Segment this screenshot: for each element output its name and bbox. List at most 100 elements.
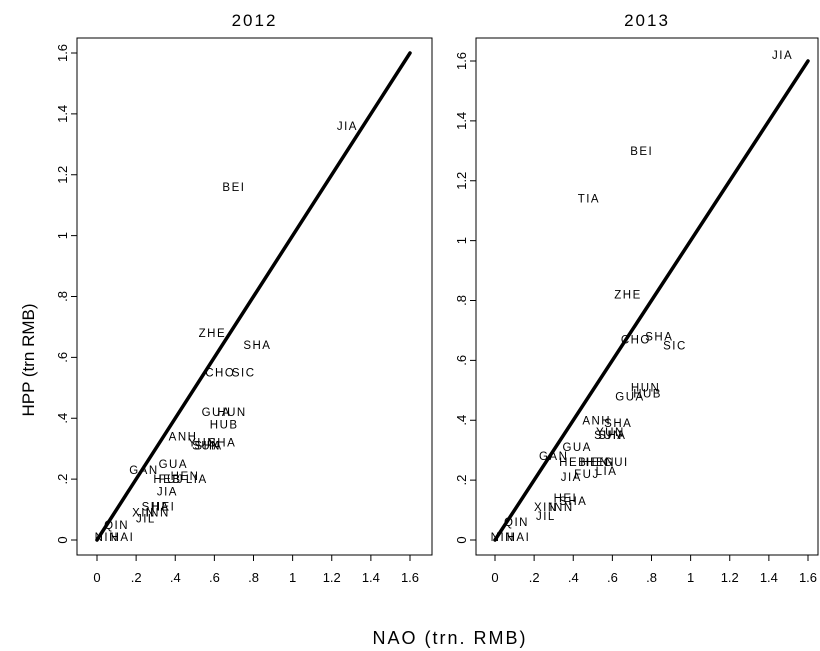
point-label: GAN: [129, 465, 158, 477]
point-label: HAI: [111, 532, 135, 544]
x-tick-label: .2: [529, 570, 540, 585]
y-tick-label: .8: [454, 295, 469, 306]
x-tick-label: 1.2: [721, 570, 739, 585]
point-label: SUN: [192, 441, 221, 453]
y-axis-label: HPP (trn RMB): [19, 303, 38, 416]
point-label: GUA: [202, 407, 231, 419]
point-label: QIN: [504, 517, 529, 529]
point-label: HEN: [586, 457, 615, 469]
y-tick-label: 1.4: [55, 105, 70, 123]
x-tick-label: .2: [131, 570, 142, 585]
y-tick-label: 1.2: [454, 172, 469, 190]
point-label: HEN: [580, 457, 609, 469]
point-label: HEB: [559, 457, 587, 469]
point-label: SHA: [194, 441, 222, 453]
y-tick-label: 1.4: [454, 112, 469, 130]
x-tick-label: 0: [491, 570, 498, 585]
chart-title: 2012: [232, 11, 278, 30]
point-label: NIN: [491, 532, 515, 544]
point-label: HEB: [153, 474, 181, 486]
point-label: GUA: [562, 442, 591, 454]
x-tick-label: .4: [568, 570, 579, 585]
point-label: CHO: [621, 334, 651, 346]
chart-title: 2013: [624, 11, 670, 30]
panel-2012: 2012 0 .2 .4 .6 .8 1 1.2 1.4 1.6 0 .2 .4 .6 .8 1 1.2 1.4 1…: [55, 11, 433, 585]
y-tick-label: 0: [55, 536, 70, 543]
point-label: SIC: [232, 368, 256, 380]
point-label: SHA: [645, 331, 673, 343]
point-label: JIA: [561, 472, 582, 484]
y-tick-label: .8: [55, 291, 70, 302]
point-label: CHO: [205, 368, 235, 380]
point-label: SHA: [559, 496, 587, 508]
y-tick-label: 1.2: [55, 166, 70, 184]
point-label: XIN: [534, 502, 558, 514]
x-tick-label: 1.4: [760, 570, 778, 585]
y-tick-label: .6: [55, 352, 70, 363]
x-tick-label: .8: [646, 570, 657, 585]
x-tick-label: 1.6: [799, 570, 817, 585]
point-label: YUN: [596, 427, 625, 439]
y-tick-label: 1: [454, 237, 469, 244]
y-tick-label: 1: [55, 232, 70, 239]
point-label: HUN: [631, 382, 660, 394]
x-tick-label: 1: [289, 570, 296, 585]
point-label: GUI: [604, 457, 629, 469]
point-label: FUJ: [159, 474, 185, 486]
point-label: HUB: [210, 419, 239, 431]
point-label: GUA: [615, 391, 644, 403]
point-label: ZHE: [614, 290, 642, 302]
x-tick-label: 0: [93, 570, 100, 585]
y-tick-label: 1.6: [55, 44, 70, 62]
point-label: QIN: [104, 520, 129, 532]
point-label: SUN: [594, 430, 623, 442]
reference-line: [95, 51, 412, 542]
point-label: NIN: [95, 532, 119, 544]
point-label: YUN: [188, 438, 217, 450]
point-label: HEI: [152, 502, 176, 514]
point-label: ANH: [169, 432, 198, 444]
point-label: LIA: [596, 466, 618, 478]
x-tick-label: 1.6: [401, 570, 419, 585]
point-label: HAI: [507, 532, 531, 544]
y-tick-label: .4: [55, 413, 70, 424]
point-label: LIA: [186, 474, 208, 486]
y-tick-label: 1.6: [454, 52, 469, 70]
x-tick-label: .6: [607, 570, 618, 585]
point-label: JIL: [136, 514, 156, 526]
point-label: JIL: [536, 511, 556, 523]
point-label: JIA: [157, 486, 178, 498]
point-label: ANH: [582, 415, 611, 427]
point-label: HEN: [171, 471, 200, 483]
point-label: SHA: [604, 418, 632, 430]
point-label: SHA: [243, 340, 271, 352]
point-label: BEI: [630, 146, 653, 158]
point-label: SHA: [142, 502, 170, 514]
y-tick-label: .2: [454, 475, 469, 486]
point-label: HEI: [554, 493, 578, 505]
point-label: SHA: [208, 438, 236, 450]
y-tick-label: .4: [454, 415, 469, 426]
point-label: ZHE: [199, 328, 227, 340]
point-label: JIA: [772, 50, 793, 62]
y-tick-label: 0: [454, 536, 469, 543]
x-tick-label: 1.4: [362, 570, 380, 585]
point-label: GUA: [159, 459, 188, 471]
reference-line: [493, 59, 810, 542]
point-label: INN: [549, 502, 573, 514]
point-label: HUN: [217, 407, 246, 419]
point-label: GAN: [539, 451, 568, 463]
x-tick-label: .4: [170, 570, 181, 585]
x-tick-label: .6: [209, 570, 220, 585]
point-label: FUJ: [574, 469, 600, 481]
point-label: SIC: [663, 340, 687, 352]
x-axis-label: NAO (trn. RMB): [372, 628, 527, 648]
x-tick-label: 1.2: [323, 570, 341, 585]
point-label: BEI: [222, 182, 245, 194]
panel-2013: 2013 0 .2 .4 .6 .8 1 1.2 1.4 1.6 0 .2 .4 .6 .8 1 1.2 1.4 1…: [454, 11, 819, 585]
point-label: XIN: [132, 508, 156, 520]
x-tick-label: 1: [687, 570, 694, 585]
point-label: SHA: [598, 430, 626, 442]
